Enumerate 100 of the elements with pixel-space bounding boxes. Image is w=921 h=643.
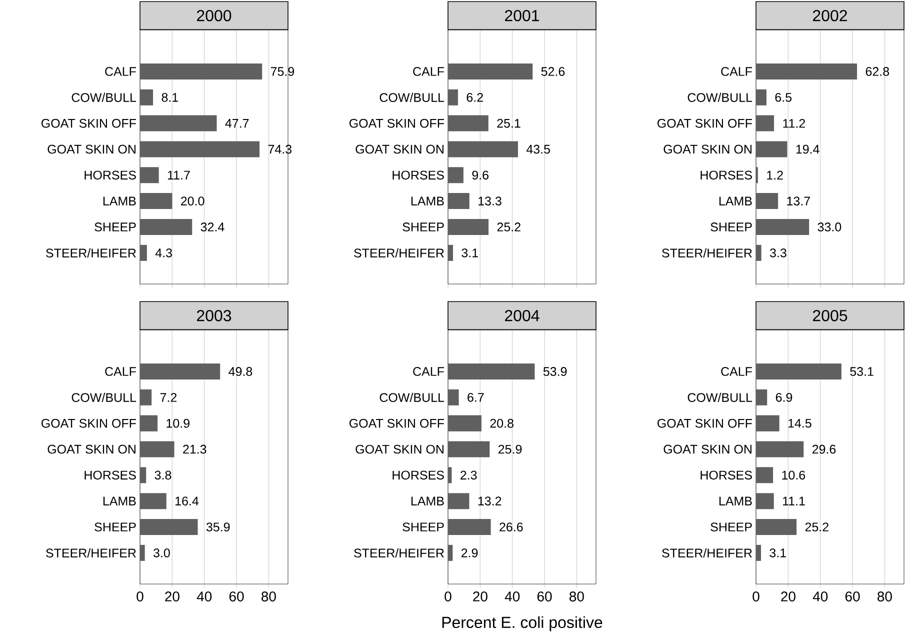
bar: [140, 493, 166, 510]
data-label: 25.2: [497, 222, 520, 232]
bar: [756, 63, 858, 80]
bar: [448, 363, 535, 380]
y-tick-label: HORSES: [392, 170, 444, 180]
x-tick-label: 80: [570, 592, 584, 602]
bar: [448, 63, 533, 80]
y-tick-label: STEER/HEIFER: [662, 548, 752, 558]
data-label: 2.3: [460, 470, 477, 480]
y-tick-label: GOAT SKIN OFF: [41, 118, 136, 128]
data-label: 11.1: [783, 496, 805, 506]
bar: [140, 115, 217, 132]
y-tick-label: LAMB: [719, 196, 752, 206]
x-axis-title: Percent E. coli positive: [442, 616, 602, 632]
data-label: 25.9: [498, 444, 522, 454]
data-label: 2.9: [461, 548, 478, 558]
y-tick-label: CALF: [413, 367, 444, 376]
y-tick-label: COW/BULL: [688, 392, 752, 402]
bar: [448, 167, 464, 184]
bar: [756, 415, 780, 432]
x-tick-label: 40: [504, 592, 520, 602]
data-label: 3.1: [770, 548, 786, 558]
data-label: 1.2: [767, 170, 783, 180]
y-tick-label: LAMB: [103, 496, 136, 506]
data-label: 25.1: [497, 118, 520, 128]
bar: [140, 415, 158, 432]
bar: [140, 363, 220, 380]
data-label: 13.2: [478, 496, 502, 506]
data-label: 20.0: [181, 196, 204, 206]
data-label: 53.9: [543, 367, 567, 376]
y-tick-label: HORSES: [392, 470, 444, 480]
data-label: 4.3: [155, 248, 172, 258]
bar: [756, 89, 766, 106]
bar: [140, 89, 154, 106]
data-label: 75.9: [270, 67, 294, 76]
data-label: 32.4: [200, 222, 224, 232]
bar: [140, 167, 159, 184]
y-tick-label: SHEEP: [402, 522, 444, 532]
y-tick-label: COW/BULL: [688, 92, 752, 102]
x-tick-label: 20: [781, 592, 796, 602]
data-label: 35.9: [206, 522, 230, 532]
y-tick-label: SHEEP: [710, 222, 752, 232]
y-tick-label: COW/BULL: [72, 92, 136, 102]
y-tick-label: HORSES: [700, 170, 752, 180]
bar: [140, 141, 260, 158]
y-tick-label: CALF: [105, 367, 136, 376]
y-tick-label: LAMB: [103, 196, 136, 206]
y-tick-label: CALF: [413, 67, 444, 76]
chart-title: 2002: [813, 10, 847, 22]
data-label: 29.6: [812, 444, 836, 454]
y-tick-label: GOAT SKIN OFF: [349, 418, 444, 428]
bar: [448, 415, 482, 432]
y-tick-label: SHEEP: [94, 222, 136, 232]
data-label: 3.3: [770, 248, 786, 258]
y-tick-label: GOAT SKIN OFF: [41, 418, 136, 428]
bar: [140, 218, 192, 235]
data-label: 52.6: [541, 67, 565, 76]
bar: [756, 218, 810, 235]
bar: [448, 89, 458, 106]
bar: [756, 441, 804, 458]
data-label: 6.7: [468, 392, 484, 402]
data-label: 13.7: [787, 196, 810, 206]
y-tick-label: GOAT SKIN OFF: [657, 418, 752, 428]
y-tick-label: GOAT SKIN ON: [356, 444, 444, 454]
data-label: 25.2: [805, 522, 828, 532]
chart-title: 2003: [197, 310, 232, 322]
y-tick-label: SHEEP: [94, 522, 136, 532]
bar: [756, 193, 778, 210]
bar: [448, 544, 453, 561]
bar: [756, 115, 774, 132]
y-tick-label: GOAT SKIN OFF: [349, 118, 444, 128]
chart-title: 2004: [505, 310, 540, 322]
y-tick-label: STEER/HEIFER: [354, 248, 444, 258]
y-tick-label: LAMB: [411, 196, 444, 206]
data-label: 7.2: [160, 393, 177, 402]
bar: [140, 63, 262, 80]
data-label: 49.8: [228, 367, 252, 376]
x-tick-label: 80: [878, 592, 892, 602]
data-label: 8.1: [162, 92, 178, 102]
x-tick-label: 60: [537, 592, 552, 602]
y-tick-label: HORSES: [84, 170, 136, 180]
data-label: 3.0: [154, 548, 170, 558]
y-tick-label: STEER/HEIFER: [354, 548, 444, 558]
data-label: 53.1: [850, 367, 874, 376]
data-label: 33.0: [818, 222, 842, 232]
bar: [140, 518, 198, 535]
bar: [448, 115, 488, 132]
y-tick-label: STEER/HEIFER: [662, 248, 752, 258]
x-tick-label: 20: [473, 592, 488, 602]
bar: [756, 389, 768, 406]
bar: [448, 518, 491, 535]
data-label: 43.5: [526, 144, 550, 154]
bar: [756, 363, 842, 380]
bar: [756, 544, 761, 561]
x-tick-label: 60: [845, 592, 860, 602]
data-label: 6.5: [775, 92, 792, 102]
data-label: 11.2: [783, 118, 805, 128]
y-tick-label: GOAT SKIN ON: [48, 144, 136, 154]
data-label: 74.3: [268, 144, 292, 154]
data-label: 20.8: [490, 418, 514, 428]
